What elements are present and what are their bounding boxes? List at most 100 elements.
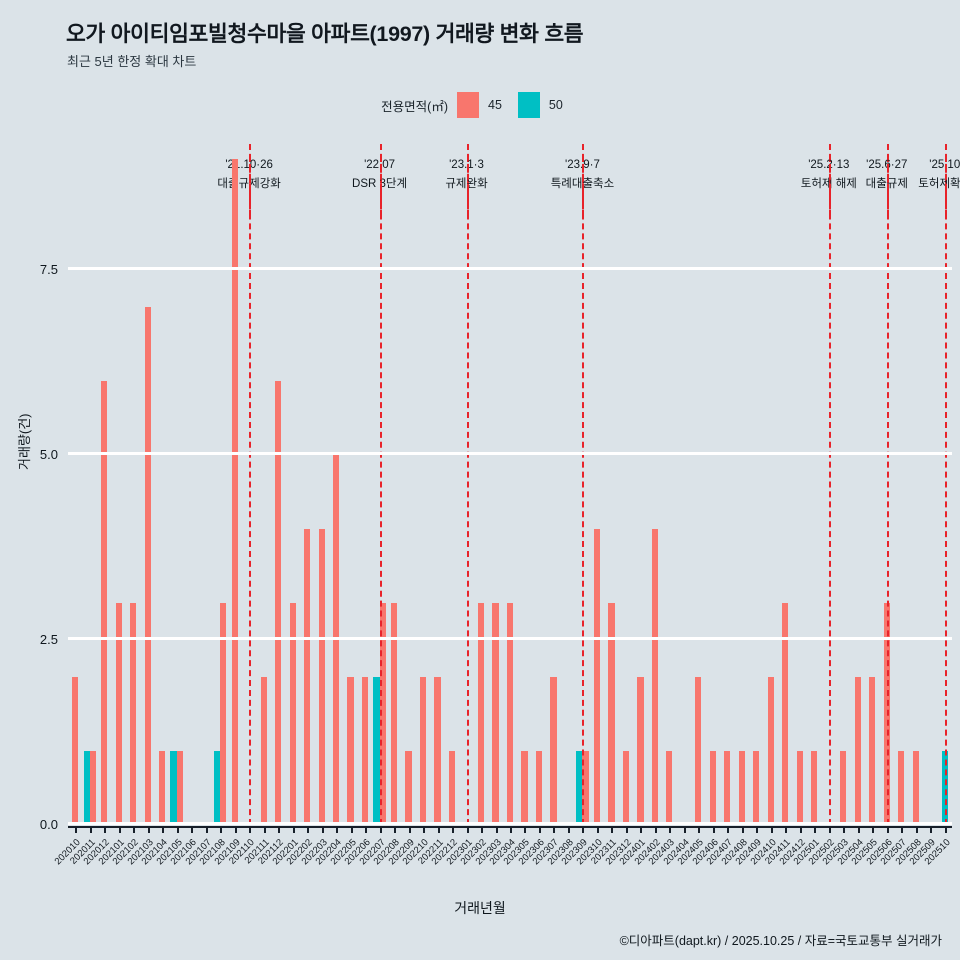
bar-45: [535, 750, 543, 825]
gridline: [68, 451, 952, 455]
event-line: [466, 144, 471, 825]
bar-45: [477, 602, 485, 825]
bar-50: [83, 750, 90, 825]
x-tick: [611, 826, 614, 833]
bar-45: [220, 602, 227, 825]
x-tick: [350, 826, 353, 833]
page-subtitle: 최근 5년 한정 확대 차트: [67, 54, 197, 69]
x-tick: [828, 826, 831, 833]
x-tick: [886, 826, 889, 833]
x-tick: [234, 826, 237, 833]
bar-45: [304, 528, 311, 825]
bar-50: [941, 750, 948, 825]
x-tick: [205, 826, 208, 833]
event-line: [379, 144, 384, 825]
bar-45: [72, 676, 79, 825]
event-name: 토허제확대: [918, 178, 960, 190]
bar-45: [796, 750, 803, 825]
event-line: [249, 144, 253, 825]
x-tick: [321, 826, 324, 833]
x-tick: [596, 826, 599, 833]
x-tick: [553, 826, 556, 833]
bar-45: [782, 602, 789, 825]
bar-45: [582, 750, 589, 825]
legend-title: 전용면적(㎡): [381, 99, 448, 114]
bar-45: [101, 380, 108, 825]
bar-45: [666, 750, 673, 825]
x-tick: [191, 826, 194, 833]
bar-45: [593, 528, 601, 825]
bar-45: [347, 676, 354, 825]
event-date: '22.07: [364, 159, 396, 171]
x-tick: [162, 826, 165, 833]
x-tick: [625, 826, 628, 833]
page-title: 오가 아이티임포빌청수마을 아파트(1997) 거래량 변화 흐름: [66, 22, 584, 46]
legend-label-45: 45: [488, 98, 502, 112]
bar-45: [506, 602, 514, 825]
bar-45: [332, 454, 340, 825]
bar-45: [115, 602, 122, 825]
x-tick: [423, 826, 426, 833]
bar-45: [637, 676, 644, 825]
x-tick: [394, 826, 397, 833]
bar-45: [434, 676, 441, 825]
bar-45: [419, 676, 427, 825]
x-tick: [292, 826, 295, 833]
x-tick: [263, 826, 266, 833]
x-tick: [437, 826, 440, 833]
x-tick: [495, 826, 498, 833]
legend-swatch-50: [517, 92, 540, 118]
bar-45: [709, 750, 716, 825]
bar-45: [176, 750, 183, 825]
x-tick: [307, 826, 310, 833]
x-tick: [466, 826, 469, 833]
bar-45: [695, 676, 702, 825]
bar-45: [144, 306, 151, 825]
x-tick: [698, 826, 701, 833]
bar-45: [492, 602, 499, 825]
bar-45: [724, 750, 731, 825]
x-tick: [727, 826, 730, 833]
bar-45: [289, 602, 296, 825]
gridline: [68, 266, 952, 270]
footer-credit: ©디아파트(dapt.kr) / 2025.10.25 / 자료=국토교통부 실…: [619, 934, 942, 948]
bar-45: [260, 676, 267, 825]
bar-45: [854, 676, 861, 825]
x-tick: [510, 826, 512, 833]
x-tick: [176, 826, 179, 833]
x-tick: [814, 826, 817, 833]
x-tick: [669, 826, 672, 833]
event-annotation: '25.10 토허제확대: [918, 156, 960, 194]
event-line: [828, 144, 833, 825]
x-tick: [452, 826, 455, 833]
plot-area: [68, 144, 952, 825]
x-tick: [930, 826, 933, 833]
bar-50: [213, 750, 221, 825]
x-tick: [770, 826, 773, 833]
x-tick: [915, 826, 918, 833]
bar-45: [130, 602, 137, 825]
x-tick: [408, 826, 411, 833]
bar-45: [231, 158, 238, 825]
bar-45: [550, 676, 557, 825]
x-tick: [249, 826, 252, 833]
bar-50: [576, 750, 583, 825]
bar-45: [753, 750, 760, 825]
x-tick: [872, 826, 875, 833]
x-tick: [582, 826, 585, 833]
y-tick-label: 0.0: [39, 817, 58, 832]
x-tick: [857, 826, 860, 833]
bar-45: [275, 380, 282, 825]
gridline: [68, 822, 952, 825]
x-tick: [481, 826, 484, 833]
chart-legend: 전용면적(㎡) 45 50: [0, 92, 960, 118]
bar-45: [89, 750, 96, 825]
x-tick: [365, 826, 368, 833]
bar-45: [883, 602, 890, 825]
bar-45: [767, 676, 774, 825]
x-tick: [654, 826, 657, 833]
legend-label-50: 50: [548, 98, 563, 112]
x-tick: [147, 826, 150, 833]
x-tick: [756, 826, 759, 833]
